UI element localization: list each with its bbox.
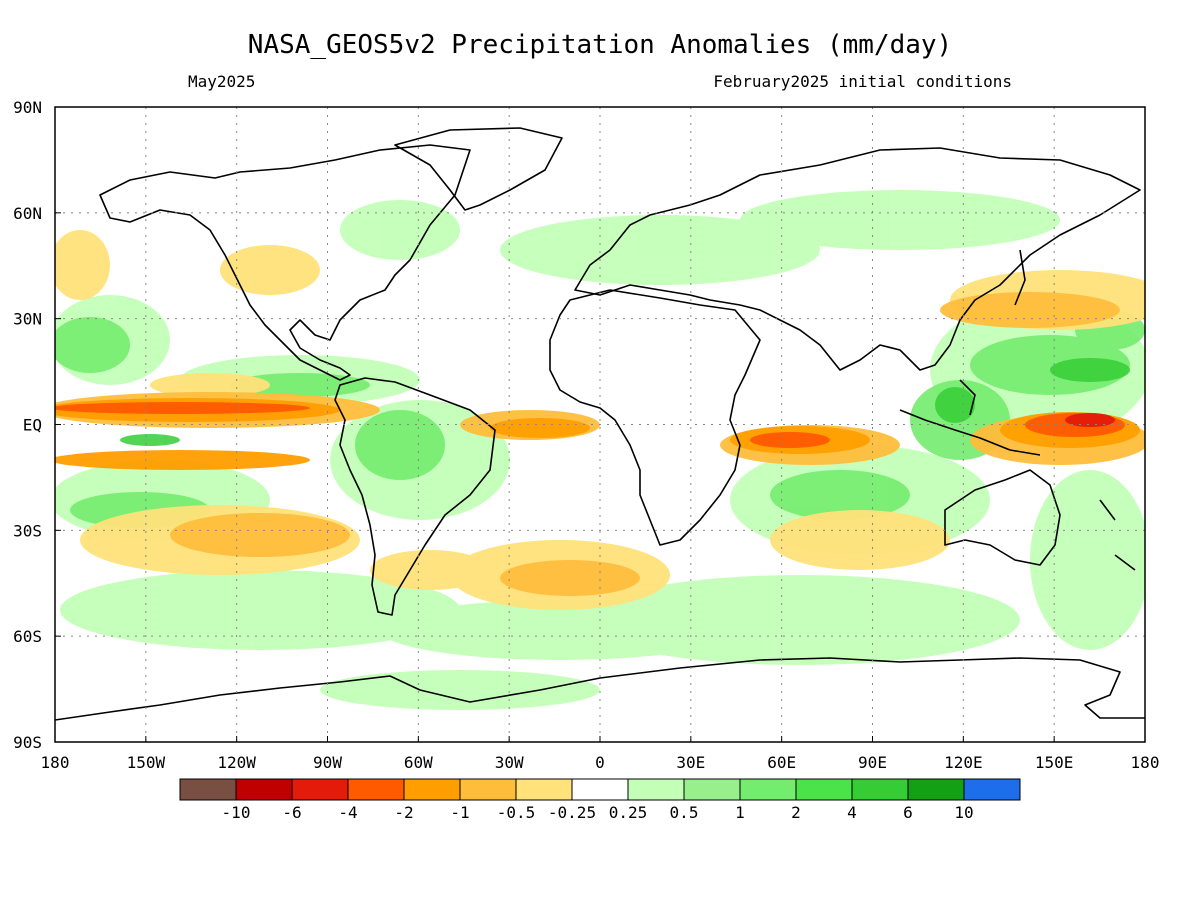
x-tick-label: 120W bbox=[217, 753, 256, 772]
legend-label: 6 bbox=[903, 803, 913, 822]
y-tick-label: 90N bbox=[13, 98, 42, 117]
latitude-axis: 90N 60N 30N EQ 30S 60S 90S bbox=[13, 98, 61, 752]
y-tick-label: EQ bbox=[23, 416, 42, 435]
coastline-greenland bbox=[394, 127, 563, 211]
legend-label: 2 bbox=[791, 803, 801, 822]
x-tick-label: 150E bbox=[1035, 753, 1074, 772]
y-tick-label: 30S bbox=[13, 521, 42, 540]
legend-label: 10 bbox=[954, 803, 973, 822]
x-tick-label: 180 bbox=[41, 753, 70, 772]
legend-swatch bbox=[403, 778, 461, 801]
legend-label: -2 bbox=[394, 803, 413, 822]
x-tick-label: 150W bbox=[127, 753, 166, 772]
legend-swatch bbox=[907, 778, 965, 801]
coastline-africa-eurasia bbox=[549, 289, 761, 546]
legend-swatch bbox=[515, 778, 573, 801]
map-gridlines bbox=[55, 107, 1145, 742]
legend-label: 0.5 bbox=[670, 803, 699, 822]
legend-swatch bbox=[347, 778, 405, 801]
legend-label: -10 bbox=[222, 803, 251, 822]
legend-swatch bbox=[795, 778, 853, 801]
coastline-antarctica bbox=[55, 657, 1145, 721]
coastline-islands-se-asia bbox=[899, 249, 1136, 571]
coastlines bbox=[55, 127, 1145, 721]
map-title: NASA_GEOS5v2 Precipitation Anomalies (mm… bbox=[248, 30, 952, 60]
x-tick-label: 60E bbox=[767, 753, 796, 772]
subtitle-month: May2025 bbox=[188, 72, 255, 91]
legend-swatch bbox=[739, 778, 797, 801]
y-tick-label: 60S bbox=[13, 627, 42, 646]
legend-label: -1 bbox=[450, 803, 469, 822]
legend-swatch bbox=[459, 778, 517, 801]
longitude-axis: 180 150W 120W 90W 60W 30W 0 30E 60E 90E 120E 150E 18… bbox=[41, 736, 1160, 772]
x-tick-label: 30E bbox=[676, 753, 705, 772]
legend-label: -6 bbox=[282, 803, 301, 822]
coastline-south-america bbox=[334, 377, 496, 616]
map-area bbox=[55, 107, 1145, 742]
legend-swatch bbox=[963, 778, 1021, 801]
x-tick-label: 30W bbox=[495, 753, 524, 772]
coastline-eurasia bbox=[574, 147, 1141, 371]
legend-label: 4 bbox=[847, 803, 857, 822]
legend-swatch bbox=[291, 778, 349, 801]
colorbar-legend: -10 -6 -4 -2 -1 -0.5 -0.25 0.25 0.5 1 2 4 6 10 bbox=[179, 778, 1021, 822]
x-tick-label: 90W bbox=[313, 753, 342, 772]
y-tick-label: 30N bbox=[13, 310, 42, 329]
coastline-north-america bbox=[99, 144, 471, 381]
y-tick-label: 60N bbox=[13, 204, 42, 223]
legend-label: 1 bbox=[735, 803, 745, 822]
legend-swatch bbox=[571, 778, 629, 801]
legend-label: -0.5 bbox=[497, 803, 536, 822]
coastline-australia bbox=[944, 469, 1061, 566]
precipitation-anomaly-shading bbox=[55, 190, 1145, 710]
legend-swatch bbox=[683, 778, 741, 801]
x-tick-label: 180 bbox=[1131, 753, 1160, 772]
legend-swatch bbox=[851, 778, 909, 801]
legend-swatch bbox=[627, 778, 685, 801]
legend-label: -0.25 bbox=[548, 803, 596, 822]
legend-label: 0.25 bbox=[609, 803, 648, 822]
x-tick-label: 90E bbox=[858, 753, 887, 772]
x-tick-label: 60W bbox=[404, 753, 433, 772]
legend-swatch bbox=[179, 778, 237, 801]
x-tick-label: 120E bbox=[944, 753, 983, 772]
x-tick-label: 0 bbox=[595, 753, 605, 772]
legend-label: -4 bbox=[338, 803, 357, 822]
y-tick-label: 90S bbox=[13, 733, 42, 752]
subtitle-initial-conditions: February2025 initial conditions bbox=[713, 72, 1012, 91]
legend-swatch bbox=[235, 778, 293, 801]
